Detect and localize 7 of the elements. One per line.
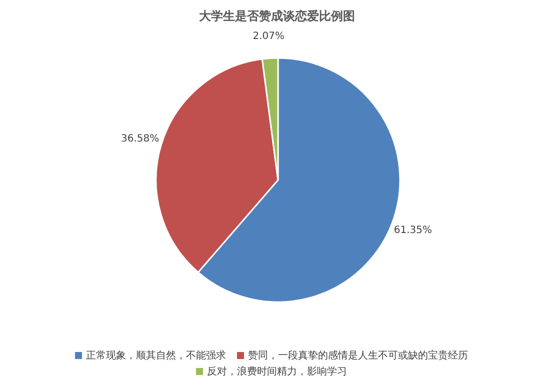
legend-label: 反对，浪费时间精力，影响学习 — [207, 366, 347, 378]
data-label: 2.07% — [252, 31, 285, 42]
data-label: 36.58% — [121, 133, 160, 144]
chart-title: 大学生是否赞成谈恋爱比例图 — [199, 9, 355, 23]
legend-label: 赞同，一段真挚的感情是人生不可或缺的宝贵经历 — [248, 350, 468, 362]
legend-label: 正常现象，顺其自然，不能强求 — [86, 350, 226, 362]
data-label: 61.35% — [394, 225, 432, 236]
